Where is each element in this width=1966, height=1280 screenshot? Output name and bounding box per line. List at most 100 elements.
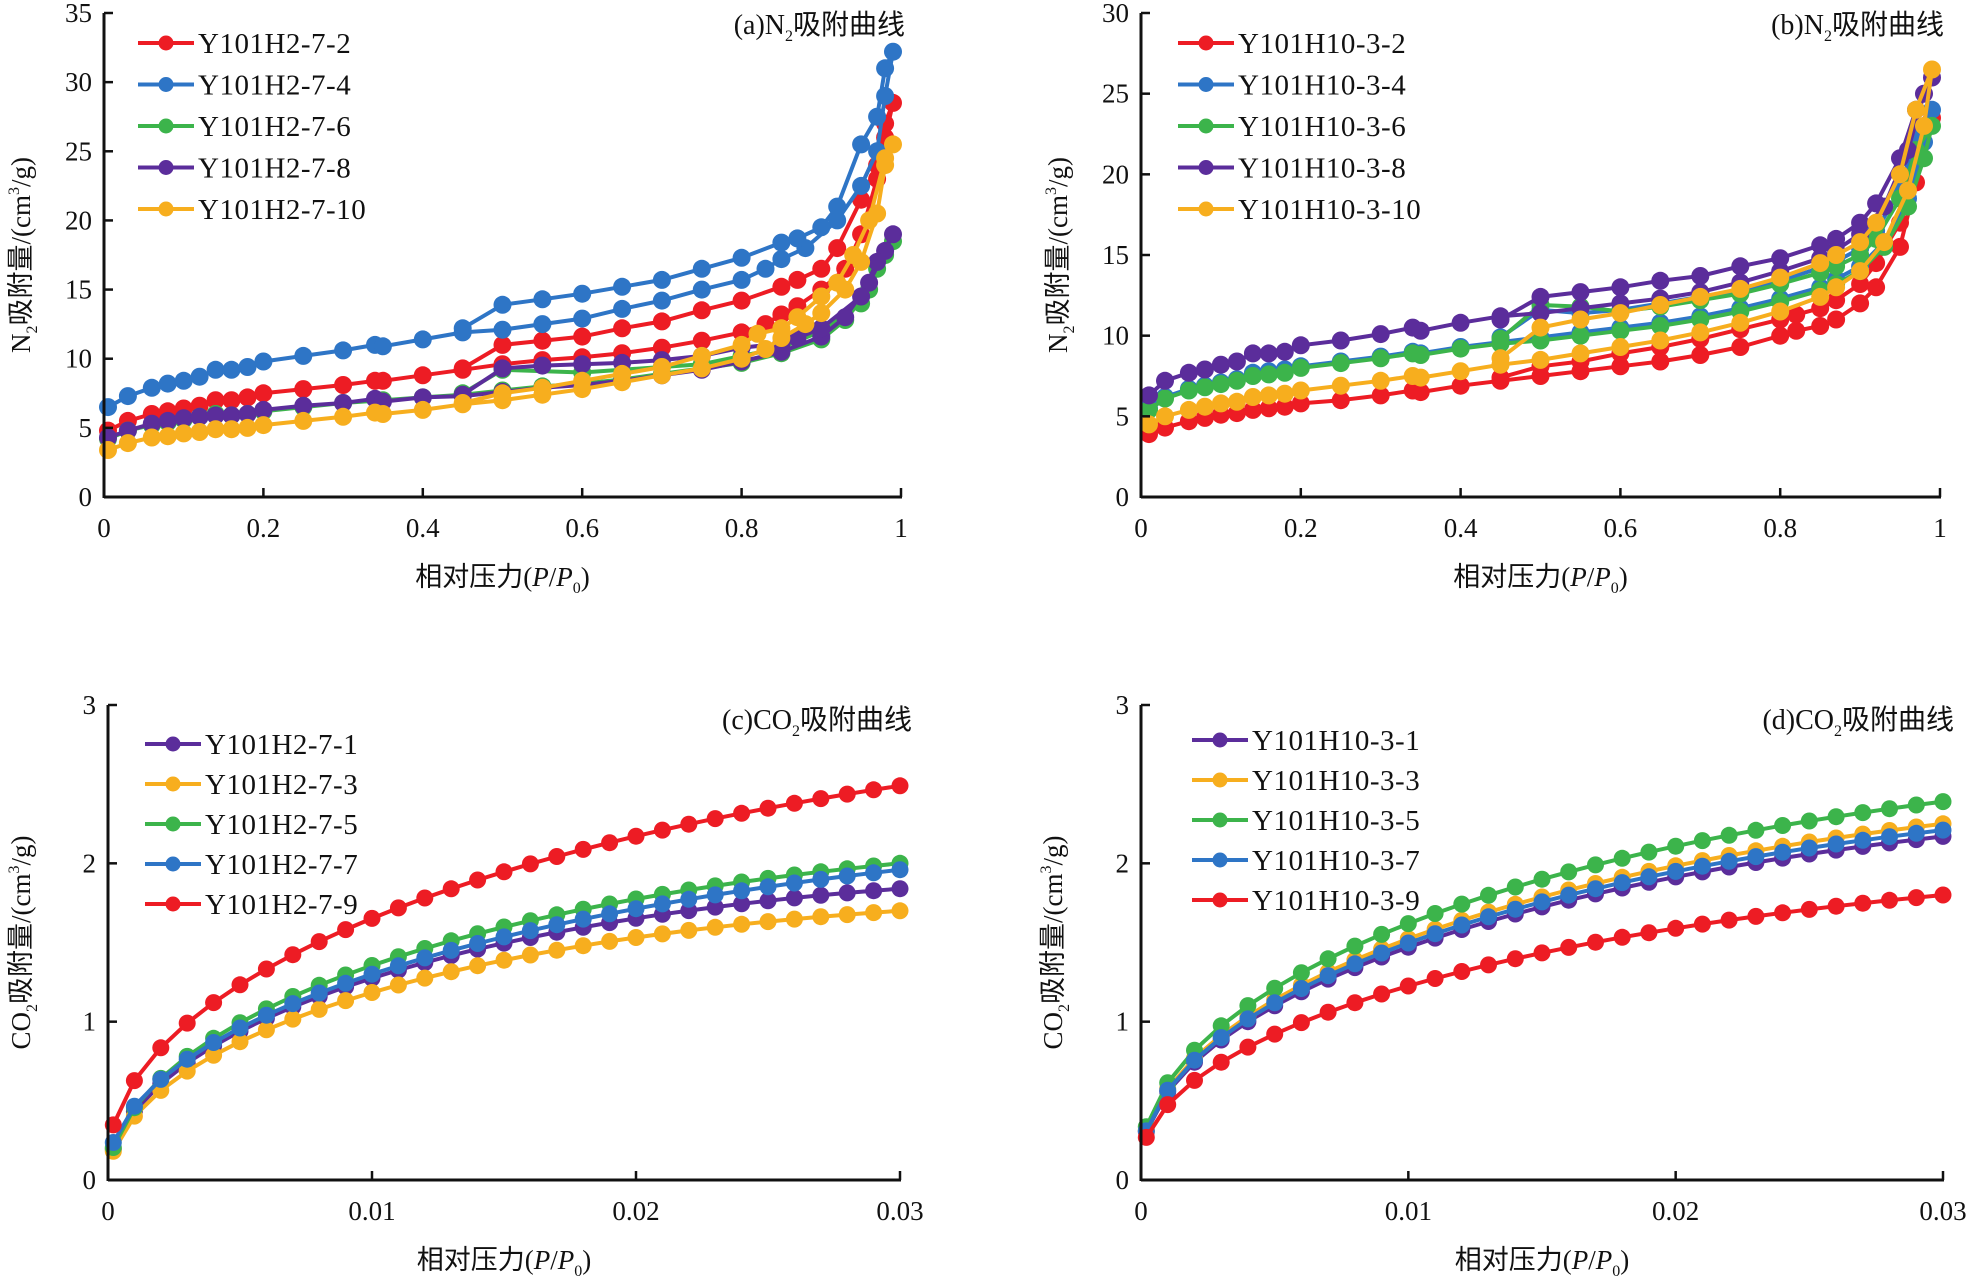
legend-swatch-marker: [1198, 201, 1214, 217]
data-point: [1179, 400, 1198, 419]
data-point: [205, 1034, 223, 1051]
data-point: [706, 886, 724, 904]
legend-swatch-marker: [1212, 732, 1228, 748]
data-point: [521, 922, 539, 940]
data-point: [205, 1046, 223, 1064]
series-line: [1144, 893, 1944, 1139]
data-point: [1480, 886, 1497, 904]
data-point: [1159, 1081, 1177, 1099]
data-point: [732, 270, 751, 289]
data-point: [222, 391, 241, 410]
data-point: [548, 848, 566, 865]
data-point: [310, 984, 328, 1002]
y-tick-label: 10: [1102, 321, 1129, 351]
data-point: [1720, 911, 1738, 929]
data-point: [573, 355, 592, 374]
data-point: [469, 871, 487, 889]
data-point: [1156, 407, 1174, 426]
data-point: [1560, 863, 1578, 881]
series-Y101H2-7-4: [99, 42, 902, 417]
data-point: [142, 428, 161, 447]
legend-swatch-marker: [1198, 35, 1214, 51]
data-point: [574, 840, 592, 858]
data-point: [158, 411, 177, 430]
data-point: [1411, 383, 1430, 402]
data-point: [337, 921, 355, 939]
data-point: [1827, 229, 1846, 248]
data-point: [1179, 381, 1198, 400]
data-point: [1891, 165, 1909, 184]
data-point: [812, 319, 831, 338]
data-point: [416, 889, 434, 907]
y-tick-label: 25: [65, 136, 92, 166]
legend-swatch-marker: [1212, 852, 1228, 868]
legend-item: Y101H2-7-5: [145, 809, 358, 841]
legend-label: Y101H10-3-6: [1238, 111, 1406, 143]
data-point: [706, 810, 724, 828]
legend-item: Y101H10-3-1: [1192, 725, 1420, 757]
legend-label: Y101H10-3-10: [1238, 194, 1421, 226]
data-point: [706, 918, 724, 936]
data-point: [865, 781, 883, 799]
data-point: [1587, 933, 1604, 951]
data-point: [812, 259, 831, 278]
legend-item: Y101H2-7-10: [138, 194, 366, 226]
legend-item: Y101H2-7-3: [145, 769, 358, 801]
data-point: [1923, 60, 1941, 79]
data-point: [1800, 839, 1818, 857]
data-point: [416, 949, 434, 967]
data-point: [284, 946, 302, 964]
data-point: [1731, 257, 1750, 276]
legend: Y101H2-7-2 Y101H2-7-4 Y101H2-7-6 Y101H2-7-8…: [138, 28, 366, 226]
data-point: [257, 1006, 275, 1024]
data-point: [174, 409, 193, 428]
data-point: [876, 149, 895, 168]
data-point: [1854, 804, 1872, 822]
legend-label: Y101H10-3-7: [1252, 845, 1420, 877]
data-point: [1867, 194, 1886, 213]
data-point: [521, 946, 539, 964]
legend-swatch-marker: [158, 201, 174, 217]
y-tick-label: 1: [83, 1007, 97, 1037]
series-Y101H2-7-2: [99, 93, 902, 440]
data-point: [1212, 1053, 1230, 1071]
data-point: [1774, 904, 1792, 922]
data-point: [772, 319, 791, 338]
x-axis-title: 相对压力(P/P0): [417, 1245, 592, 1280]
data-point: [1691, 323, 1710, 342]
legend-label: Y101H10-3-5: [1252, 805, 1420, 837]
data-point: [1346, 955, 1364, 973]
legend-label: Y101H10-3-4: [1238, 70, 1406, 102]
data-point: [627, 900, 645, 918]
data-point: [733, 915, 751, 933]
data-point: [1693, 832, 1711, 850]
data-point: [1611, 338, 1630, 356]
data-point: [1227, 392, 1246, 411]
data-point: [493, 359, 512, 378]
data-point: [1506, 878, 1524, 896]
data-point: [337, 992, 355, 1010]
series-Y101H10-3-10: [1140, 60, 1941, 434]
data-point: [1731, 338, 1750, 356]
data-point: [1640, 924, 1658, 942]
data-point: [413, 400, 432, 419]
data-point: [601, 932, 619, 950]
data-point: [1292, 1014, 1310, 1032]
x-tick-label: 0.6: [565, 513, 599, 543]
data-point: [1275, 342, 1294, 361]
data-point: [1747, 848, 1765, 866]
data-point: [1266, 979, 1284, 997]
data-point: [1851, 213, 1870, 232]
data-point: [1651, 352, 1670, 371]
data-point: [493, 320, 512, 339]
series-Y101H2-7-3: [104, 902, 909, 1160]
data-point: [158, 374, 177, 393]
data-point: [1533, 870, 1551, 888]
data-point: [1827, 291, 1846, 310]
data-point: [1867, 278, 1886, 297]
data-point: [860, 211, 879, 230]
data-point: [836, 308, 855, 327]
data-point: [1531, 318, 1550, 337]
data-point: [1747, 821, 1765, 839]
data-point: [1720, 852, 1738, 870]
